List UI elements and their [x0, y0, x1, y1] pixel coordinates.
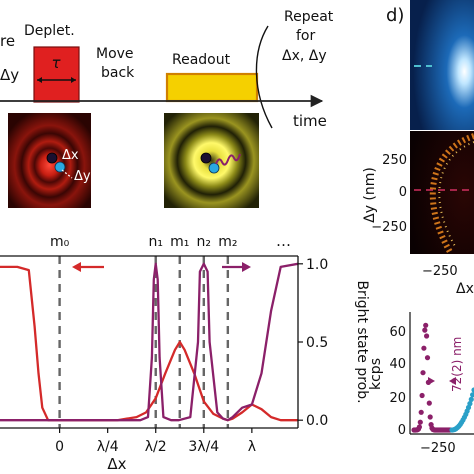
scan-ytick-250: 250: [382, 153, 407, 168]
emitter-marker: [46, 152, 58, 164]
panel-d: d) 250 0 −250 Δy (nm) −250 Δx 60 40 20 0…: [362, 0, 474, 456]
cut-point-purple: [423, 322, 429, 328]
emission-wavy-arrow: [215, 153, 241, 166]
readout-inset: [164, 113, 259, 208]
depletion-ring-arc: [429, 133, 474, 254]
purple-arrowhead: [242, 262, 251, 272]
scan-ytick-0: 0: [399, 185, 407, 200]
cut-point-purple: [426, 400, 432, 406]
cut-ytick-0: 0: [398, 423, 406, 438]
plot-lines: [0, 256, 298, 428]
scan-y-label: Δy (nm): [362, 167, 378, 223]
readout-spot-image: [164, 113, 259, 208]
bright-state-plot: 0 λ/4 λ/2 3λ/4 λ 0.0 0.5 1.0 m₀ m₁ m₂ n₁ n₂ … Δx B…: [0, 232, 370, 473]
move-back-line2: back: [101, 65, 135, 81]
cut-point-blue: [467, 401, 473, 407]
cut-point-purple: [419, 392, 425, 399]
cut-point-blue: [465, 404, 472, 411]
readout-pulse: [165, 72, 259, 103]
time-label: time: [293, 112, 327, 130]
cut-point-purple: [418, 409, 424, 415]
cut-point-purple: [417, 419, 423, 425]
cut-point-purple: [424, 355, 431, 361]
scan-x-label-fragment: Δx: [456, 281, 474, 297]
y-tick-label: 0.0: [306, 413, 328, 429]
cut-data-points: [411, 322, 474, 433]
cut-point-purple: [421, 345, 427, 351]
move-back-line1: Move: [96, 46, 134, 62]
cut-ytick-60: 60: [389, 325, 406, 340]
scan-xtick-neg250: −250: [422, 264, 458, 279]
maximum-label: n₁: [148, 234, 163, 250]
depletion-scan-image: [410, 131, 474, 254]
y-tick-label: 0.5: [306, 335, 328, 351]
inset-dy-label: Δy: [74, 169, 91, 184]
cut-point-purple: [422, 327, 428, 333]
fwhm-arrows: [428, 377, 456, 385]
red-arrowhead: [72, 262, 81, 272]
cut-point-blue: [471, 387, 474, 393]
cut-ytick-40: 40: [389, 357, 406, 372]
plot-y-label: Bright state prob.: [354, 280, 370, 403]
minimum-label: m₁: [170, 234, 189, 250]
extrema-ellipsis: …: [276, 232, 291, 250]
cut-point-purple: [427, 414, 433, 420]
cut-point-blue: [470, 392, 474, 398]
panel-d-label: d): [386, 5, 404, 26]
scan-ytick-neg250: −250: [371, 220, 407, 235]
x-tick-label: λ/4: [97, 439, 119, 455]
cut-point-purple: [420, 370, 426, 376]
cropped-label-bottom: Δy: [0, 66, 19, 84]
inset-dx-label: Δx: [62, 148, 79, 163]
x-tick-label: λ/2: [145, 439, 167, 455]
maximum-label: n₂: [197, 234, 212, 250]
depletion-inset: Δx Δy: [8, 113, 91, 208]
purple-series-line: [0, 262, 298, 422]
cut-xtick-neg250: −250: [420, 441, 456, 456]
plot-extrema-labels: m₀ m₁ m₂ n₁ n₂: [50, 234, 237, 250]
repeat-line1: Repeat: [284, 9, 334, 25]
cut-ytick-20: 20: [389, 391, 406, 406]
minimum-label: m₀: [50, 234, 70, 250]
x-tick-label: 3λ/4: [188, 439, 219, 455]
y-tick-label: 1.0: [306, 257, 328, 273]
x-tick-label: λ: [248, 439, 256, 455]
depletion-label: Deplet.: [24, 23, 75, 39]
repeat-bracket: [255, 25, 273, 129]
depletion-ring-highlight: [438, 141, 474, 249]
readout-emitter-marker: [200, 152, 212, 164]
x-tick-label: 0: [55, 439, 64, 455]
repeat-line2: for: [296, 28, 315, 44]
cut-point-purple: [424, 333, 430, 339]
plot-x-label: Δx: [107, 455, 126, 473]
depletion-pulse: [33, 46, 80, 103]
repeat-line3: Δx, Δy: [282, 48, 327, 64]
cropped-label-top: re: [0, 32, 15, 50]
plot-x-ticks: 0 λ/4 λ/2 3λ/4 λ: [55, 428, 256, 455]
cut-y-label: kcps: [368, 358, 384, 390]
red-series-line: [0, 265, 298, 422]
cut-point-purple: [416, 424, 422, 430]
minimum-label: m₂: [218, 234, 237, 250]
displaced-marker: [54, 161, 66, 173]
readout-displaced-marker: [208, 162, 220, 174]
readout-label: Readout: [172, 52, 231, 68]
tau-label: τ: [51, 54, 61, 72]
fwhm-annotation: 72(2) nm: [450, 337, 464, 392]
pulse-timeline: re Δy Deplet. τ Move back Readout Repeat…: [0, 9, 334, 130]
cut-point-blue: [468, 396, 474, 402]
plot-y-ticks: 0.0 0.5 1.0: [298, 257, 328, 429]
